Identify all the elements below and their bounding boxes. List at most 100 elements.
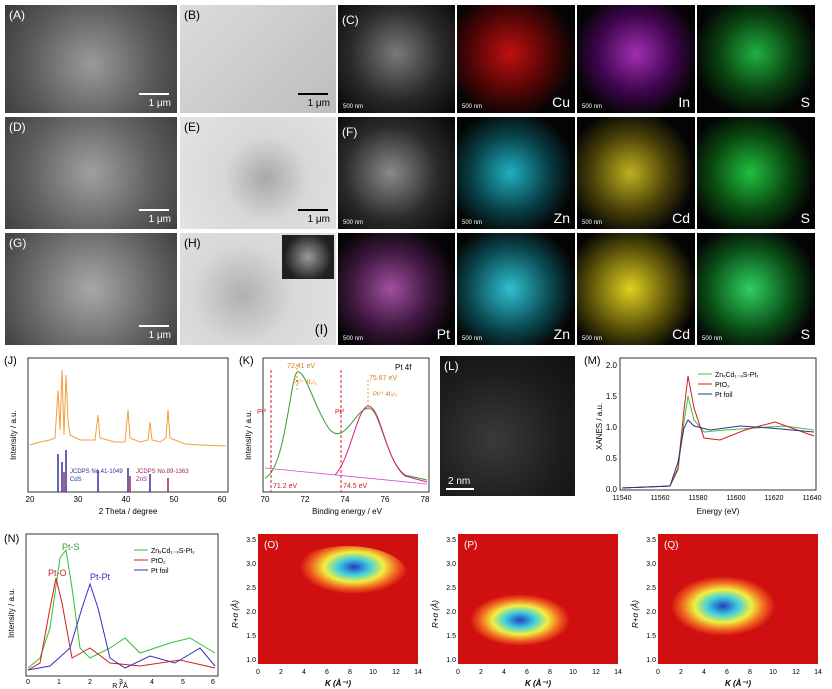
- svg-text:3.5: 3.5: [446, 537, 456, 544]
- svg-text:10: 10: [569, 669, 577, 676]
- map-s-1: S: [697, 5, 815, 113]
- scale-bar: [139, 209, 169, 211]
- svg-text:6: 6: [525, 669, 529, 676]
- haadf-panel-c: (C) 500 nm: [338, 5, 455, 113]
- element-label-s: S: [800, 210, 810, 226]
- panel-label-l: (L): [444, 359, 459, 373]
- scale-bar: [139, 325, 169, 327]
- panel-label-f: (F): [342, 125, 358, 139]
- svg-text:2: 2: [479, 669, 483, 676]
- svg-text:2: 2: [679, 669, 683, 676]
- svg-text:2: 2: [88, 679, 92, 686]
- element-label-s: S: [800, 326, 810, 342]
- tem-panel-e: (E) 1 μm: [180, 117, 336, 229]
- sem-panel-g: (G) 1 μm: [5, 233, 177, 345]
- panel-label-m: (M): [584, 355, 601, 367]
- panel-label-j: (J): [4, 355, 17, 367]
- svg-text:0: 0: [26, 679, 30, 686]
- svg-text:4: 4: [150, 679, 154, 686]
- map-cu: 500 nm Cu: [457, 5, 575, 113]
- panel-label-o: (O): [264, 540, 278, 551]
- svg-text:1.5: 1.5: [446, 633, 456, 640]
- peak-label-1: 72.41 eV: [287, 363, 315, 370]
- peak-label-pt-pt: Pt-Pt: [90, 572, 111, 582]
- scale-bar: [139, 93, 169, 95]
- map-in: 500 nm In: [577, 5, 695, 113]
- svg-text:11580: 11580: [689, 495, 708, 502]
- value-label-2: 74.5 eV: [343, 483, 367, 490]
- xrd-chart-j: (J) Intensity / a.u. JCDPS No.41-1049 Cd…: [4, 355, 229, 516]
- legend-label: PtO₂: [715, 382, 730, 389]
- svg-text:70: 70: [261, 495, 270, 504]
- svg-text:14: 14: [814, 669, 822, 676]
- panel-label-i: (I): [314, 321, 328, 337]
- svg-text:2: 2: [279, 669, 283, 676]
- map-cd-1: 500 nm Cd: [577, 117, 695, 229]
- svg-text:2.0: 2.0: [446, 609, 456, 616]
- svg-text:74: 74: [341, 495, 350, 504]
- map-pt: 500 nm Pt: [338, 233, 455, 345]
- map-zn-2: 500 nm Zn: [457, 233, 575, 345]
- panel-label-a: (A): [9, 8, 25, 22]
- x-ticks: 0 2 4 6 8 10 12 14: [456, 669, 622, 676]
- svg-text:1: 1: [57, 679, 61, 686]
- svg-text:60: 60: [218, 495, 227, 504]
- svg-text:10: 10: [369, 669, 377, 676]
- peak-label-2b: Pt²⁺ 4f₅/₂: [373, 391, 398, 398]
- scale-label: 500 nm: [582, 104, 603, 110]
- x-ticks: 11540 11560 11580 11600 11620 11640: [613, 495, 822, 502]
- svg-text:12: 12: [392, 669, 400, 676]
- legend-label: ZnₓCd₁₋ₓS-Pt₁: [151, 548, 195, 555]
- svg-text:1.0: 1.0: [606, 423, 618, 432]
- wt-intensity-map: [288, 546, 408, 606]
- legend-label: ZnₓCd₁₋ₓS-Pt₁: [715, 372, 759, 379]
- plot-frame: [619, 357, 817, 491]
- svg-text:3.0: 3.0: [646, 561, 656, 568]
- svg-text:2.5: 2.5: [246, 585, 256, 592]
- svg-text:1.5: 1.5: [606, 392, 618, 401]
- element-label-zn: Zn: [553, 210, 570, 226]
- wt-chart-o: R+α (Å) (O) 1.0 1.5 2.0 2.5 3.0 3.5 0 2 4 6 8…: [231, 534, 422, 688]
- x-axis-label: R / Å: [112, 681, 128, 689]
- element-label-pt: Pt: [436, 326, 450, 342]
- y-axis-label: Intensity / a.u.: [9, 410, 18, 460]
- y-axis-label: Intensity / a.u.: [7, 588, 16, 638]
- xanes-chart-m: (M) XANES / a.u. 0.0 0.5 1.0 1.5 2.0 ZnₓCd…: [584, 355, 822, 516]
- svg-text:8: 8: [548, 669, 552, 676]
- svg-text:2.5: 2.5: [446, 585, 456, 592]
- scale-label: 500 nm: [462, 336, 483, 342]
- series-sample: [621, 395, 815, 489]
- value-label-1: 71.2 eV: [273, 483, 297, 490]
- panel-label-b: (B): [184, 8, 200, 22]
- svg-text:2.0: 2.0: [606, 361, 618, 370]
- legend-label: Pt foil: [715, 392, 733, 399]
- svg-text:6: 6: [211, 679, 215, 686]
- svg-text:11600: 11600: [727, 495, 746, 502]
- svg-text:78: 78: [421, 495, 430, 504]
- reference-lines-cds: [57, 450, 151, 492]
- xrd-pattern: [29, 369, 227, 447]
- wt-chart-p: R+α (Å) (P) 1.0 1.5 2.0 2.5 3.0 3.5 0 2 4 6 8…: [431, 534, 622, 688]
- series-sample: [27, 548, 216, 669]
- element-label-cd: Cd: [672, 210, 690, 226]
- reference-lines-zns: [63, 472, 169, 492]
- panel-label-n: (N): [4, 533, 19, 545]
- svg-text:8: 8: [348, 669, 352, 676]
- inset-haadf: [282, 235, 334, 279]
- scale-label: 500 nm: [343, 104, 364, 110]
- svg-text:3.5: 3.5: [646, 537, 656, 544]
- x-axis-label: K (Å⁻¹): [525, 679, 551, 688]
- svg-text:0: 0: [656, 669, 660, 676]
- series-pt-foil: [27, 582, 216, 671]
- svg-text:2.5: 2.5: [646, 585, 656, 592]
- map-s-3: 500 nm S: [697, 233, 815, 345]
- svg-text:8: 8: [748, 669, 752, 676]
- peak-label-pt-s: Pt-S: [62, 542, 80, 552]
- svg-text:72: 72: [301, 495, 310, 504]
- map-cd-2: 500 nm Cd: [577, 233, 695, 345]
- chart-title: Pt 4f: [395, 363, 412, 372]
- sem-panel-a: (A) 1 μm: [5, 5, 177, 113]
- svg-text:40: 40: [122, 495, 131, 504]
- scale-label: 1 μm: [148, 214, 171, 225]
- plot-frame: [262, 357, 430, 493]
